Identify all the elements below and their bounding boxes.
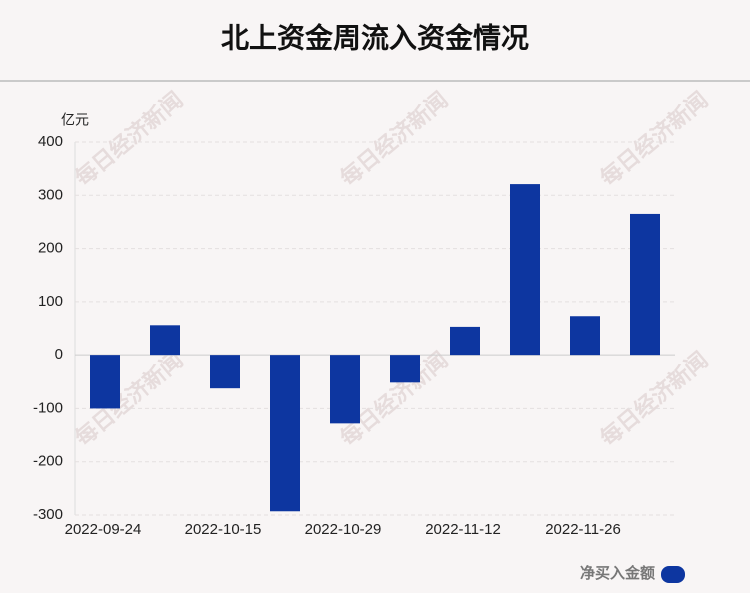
y-tick-label: -300 [33,506,63,523]
bar [450,326,480,356]
y-tick-label: -200 [33,453,63,470]
y-tick-label: 200 [38,240,63,257]
bar [270,355,300,512]
bar [570,316,600,356]
x-tick-label: 2022-10-29 [305,521,382,538]
legend-swatch [661,566,685,583]
bar [510,184,540,356]
y-tick-label: 300 [38,186,63,203]
y-tick-label: 0 [55,346,63,363]
bar [330,355,360,424]
y-axis-label: 亿元 [61,112,89,128]
bar [630,213,660,356]
bar [90,355,120,409]
bar [210,355,240,389]
bar [390,355,420,383]
x-tick-label: 2022-11-12 [425,521,501,538]
y-tick-label: -100 [33,399,63,416]
chart-title: 北上资金周流入资金情况 [221,21,529,53]
y-tick-label: 400 [38,133,63,150]
bar [150,325,180,356]
x-tick-label: 2022-11-26 [545,521,621,538]
x-tick-label: 2022-10-15 [185,521,262,538]
legend-label: 净买入金额 [580,564,655,582]
y-tick-label: 100 [38,293,63,310]
x-tick-label: 2022-09-24 [65,521,142,538]
